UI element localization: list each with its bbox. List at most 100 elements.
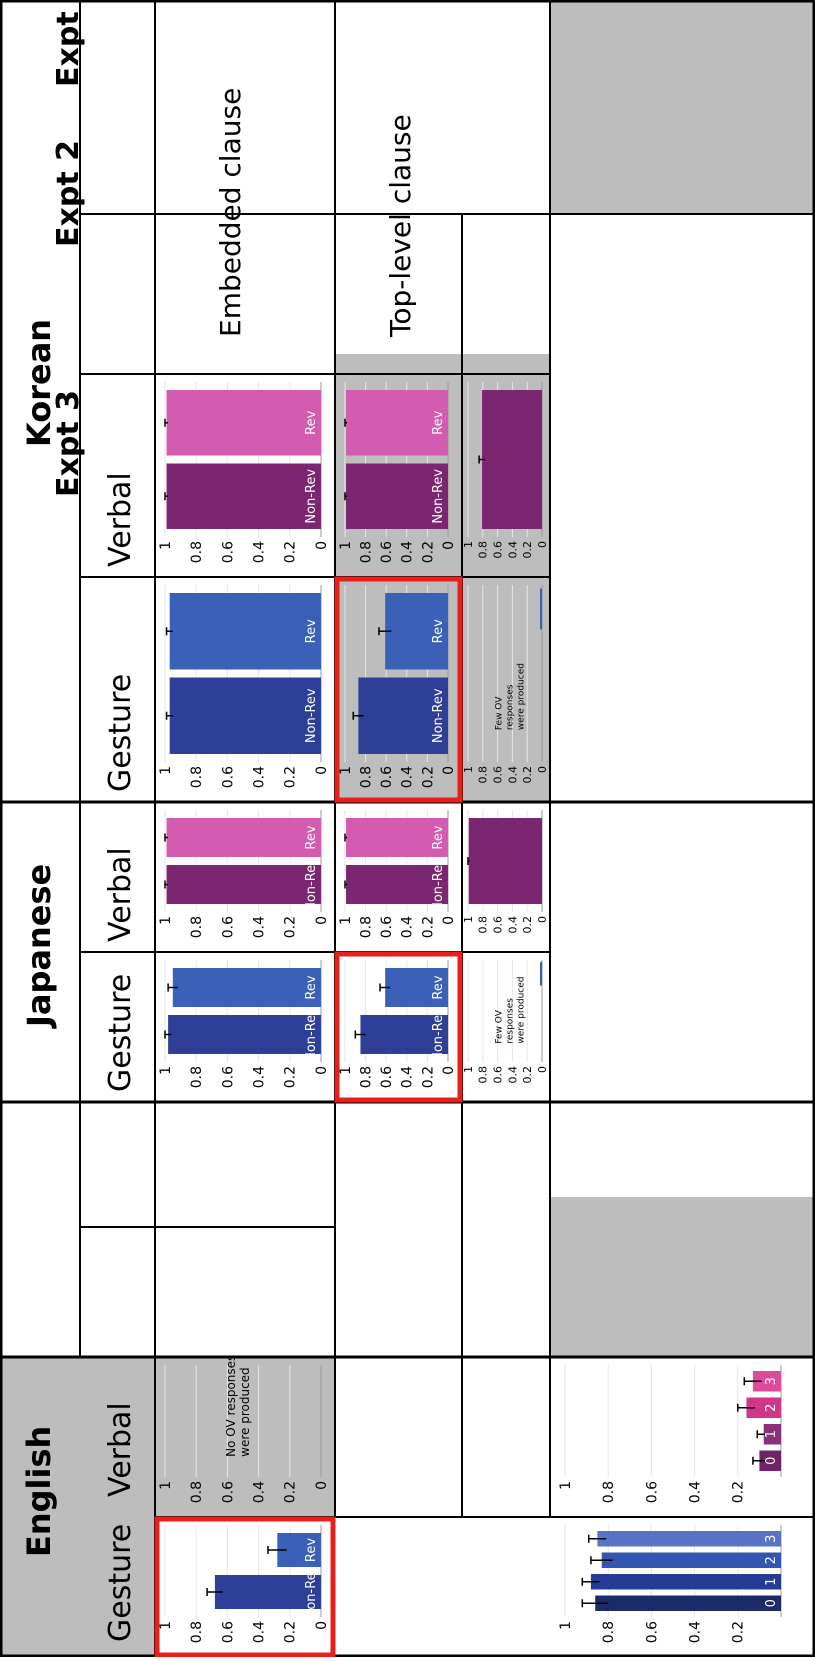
bar-2 [601,1552,781,1568]
y-tick-label: 0.8 [359,541,375,563]
y-tick-label: 1 [158,766,174,775]
y-tick-label: 0.6 [491,541,504,559]
y-tick-label: 0.4 [400,1066,416,1088]
y-tick-label: 0.4 [506,1066,519,1084]
y-tick-label: 0.6 [644,1481,660,1503]
y-tick-label: 0.6 [379,916,395,938]
y-tick-label: 0 [314,1481,330,1490]
jpn-gesture-header: Gesture [103,974,138,1092]
bar-label: Non-Rev [304,688,319,743]
y-tick-label: 1 [558,1621,574,1630]
bar-Rev [385,968,449,1007]
y-tick-label: 0.2 [283,541,299,563]
note-text: No OV responses [224,1355,238,1457]
note-text: responses [505,998,515,1044]
y-tick-label: 0.6 [220,1621,236,1643]
bar-label: 1 [764,1578,779,1586]
japanese-header: Japanese [20,864,58,1029]
y-tick-label: 0.4 [252,1066,268,1088]
bar-label: Non-Rev [431,1007,446,1062]
y-tick-label: 0.6 [644,1621,660,1643]
y-tick-label: 0.2 [283,1066,299,1088]
y-tick-label: 0.2 [420,766,436,788]
y-tick-label: 1 [158,916,174,925]
bar-label: Rev [304,975,319,999]
y-tick-label: 0 [314,766,330,775]
y-tick-label: 0.8 [477,916,490,934]
highlight-eng-e1-gesture [154,1516,336,1658]
bar-Rev [166,390,321,456]
y-tick-label: 0.6 [220,1481,236,1503]
y-tick-label: 0.8 [477,1066,490,1084]
y-tick-label: 0.2 [731,1621,747,1643]
bar-Rev [385,593,449,670]
chart-eng-e3-gesture: 0.2 0.4 0.6 0.8 1 0 1 2 3 [558,1525,782,1643]
y-tick-label: 0 [314,1621,330,1630]
chart-jpn-e1-gesture: 0 0.2 0.4 0.6 0.8 1 Non-Rev Rev [158,960,330,1088]
chart-jpn-e2-emb-verbal: 0 0.20.4 0.60.8 1 Non-Rev Rev [338,810,457,938]
bar-Rev [277,1533,322,1567]
bar-label: Non-Rev [431,857,446,912]
bar-label: 3 [764,1535,779,1543]
embedded-clause-label: Embedded clause [214,88,247,337]
bar-Non-Rev [166,463,321,529]
highlight-jpn-e2-emb-gesture [334,951,463,1103]
bar-Rev [169,593,321,670]
note-text: Few OV [494,1009,504,1043]
y-tick-label: 0.6 [220,1066,236,1088]
chart-kor-e1-verbal: 0 0.2 0.4 0.6 0.8 1 Non-Rev Rev [158,382,330,563]
chart-eng-e1-gesture: 0 0.2 0.4 0.6 0.8 1 Non-Rev Rev [158,1525,330,1643]
kor-gesture-header: Gesture [103,674,138,792]
chart-jpn-e2-top-verbal: 00.20.40.60.81 [462,810,549,934]
y-tick-label: 0.2 [283,1621,299,1643]
note-text: Few OV [494,696,504,730]
english-header: English [20,1426,58,1557]
bar-Non-Rev [169,677,321,754]
y-tick-label: 0.8 [477,541,490,559]
note-text: responses [505,684,515,730]
y-tick-label: 0.4 [252,541,268,563]
y-tick-label: 0.8 [359,1066,375,1088]
bar-Non-Rev [214,1575,321,1609]
y-tick-label: 0.8 [189,1621,205,1643]
y-tick-label: 0 [536,916,549,923]
highlight-boxes [154,576,463,1658]
bar-Non-Rev [166,865,321,904]
y-tick-label: 0.4 [506,916,519,934]
bar-label: 2 [764,1404,779,1412]
y-tick-label: 1 [462,766,475,773]
bar-Non-Rev [346,865,448,904]
bar-label: 0 [764,1457,779,1465]
bar-Rev [346,818,448,857]
y-tick-label: 0.4 [400,541,416,563]
y-tick-label: 0.2 [521,1066,534,1084]
y-tick-label: 0 [441,1066,457,1075]
jpn-verbal-header: Verbal [103,847,138,942]
bar-OV [482,390,542,529]
y-tick-label: 0.4 [252,916,268,938]
note-text: were produced [516,663,526,730]
bar-Non-Rev [168,1015,321,1054]
y-tick-label: 0.6 [491,916,504,934]
y-tick-label: 0.2 [521,541,534,559]
y-tick-label: 1 [462,1066,475,1073]
y-tick-label: 0.2 [283,916,299,938]
y-tick-label: 0.8 [189,1066,205,1088]
y-tick-label: 0.6 [491,1066,504,1084]
eng-verbal-header: Verbal [103,1402,138,1497]
y-tick-label: 0.4 [506,766,519,784]
y-tick-label: 0.6 [220,916,236,938]
bar-label: Non-Rev [304,469,319,524]
table-headers: English Japanese Korean Gesture Verbal Gestur… [20,0,417,1642]
bar-label: Rev [431,975,446,999]
bar-Non-Rev [358,677,449,754]
y-tick-label: 0.6 [379,1066,395,1088]
kor-verbal-header: Verbal [103,472,138,567]
y-tick-label: 0.2 [521,916,534,934]
chart-jpn-e1-verbal: 0 0.2 0.4 0.6 0.8 1 Non-Rev Rev [158,810,330,938]
y-tick-label: 0.4 [252,1621,268,1643]
y-tick-label: 1 [462,541,475,548]
